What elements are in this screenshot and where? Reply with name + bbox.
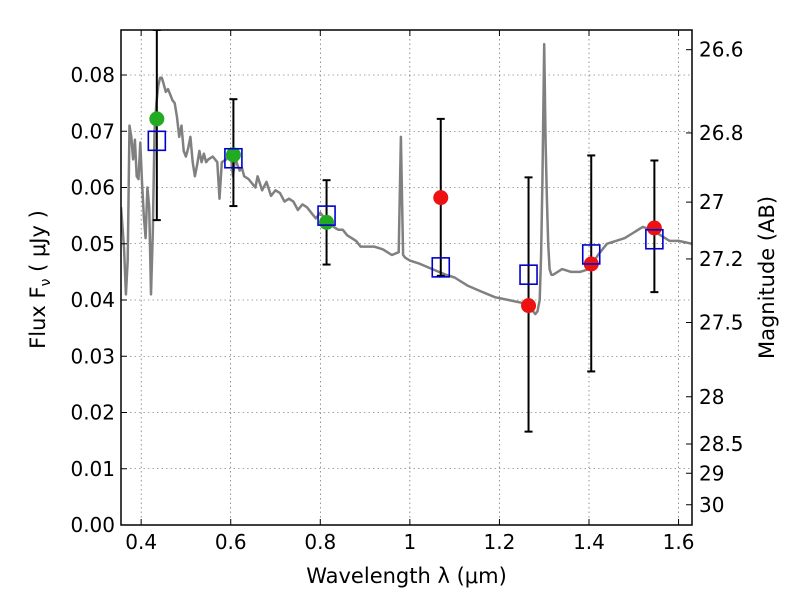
x-tick-label: 1 — [403, 530, 416, 554]
observed-point-4 — [521, 298, 537, 314]
y-tick-label: 0.00 — [70, 513, 115, 537]
model-square-3 — [431, 257, 451, 278]
y-axis-label-unit: ( μJy ) — [26, 210, 50, 278]
y-axis-label-sub: ν — [38, 278, 54, 286]
y-tick-label: 0.07 — [70, 119, 115, 143]
plot-clip-group — [121, 30, 692, 433]
y-tick-label: 0.02 — [70, 401, 115, 425]
right-tick-label: 27 — [699, 190, 724, 214]
model-square-5 — [581, 244, 601, 265]
right-tick-label: 28 — [699, 385, 724, 409]
observed-point-1 — [225, 147, 241, 163]
right-tick-label: 26.8 — [699, 121, 744, 145]
x-tick-label: 0.8 — [304, 530, 336, 554]
y-axis-label: Flux Fν ( μJy ) — [26, 210, 54, 349]
grid — [121, 30, 692, 526]
x-tick-label: 1.4 — [573, 530, 605, 554]
axis-ticks — [121, 30, 692, 526]
observed-point-6 — [646, 220, 662, 236]
y-tick-label: 0.05 — [70, 232, 115, 256]
model-square-6 — [645, 228, 664, 250]
right-tick-label: 26.6 — [699, 38, 744, 62]
right-tick-label: 29 — [699, 461, 724, 485]
y-tick-label: 0.03 — [70, 344, 115, 368]
y-tick-label: 0.01 — [70, 457, 115, 481]
model-sed-line — [121, 42, 692, 316]
x-tick-label: 0.6 — [215, 530, 247, 554]
x-tick-label: 1.2 — [484, 530, 516, 554]
observed-point-0 — [149, 111, 165, 127]
axis-labels: 0.4 0.6 0.8 1 1.2 1.4 1.6 0.00 0.01 0.02 0.03 0.04 0… — [26, 38, 779, 588]
model-square-1 — [224, 147, 243, 169]
right-tick-label: 28.5 — [699, 432, 744, 456]
plot-frame — [120, 29, 693, 526]
model-square-0 — [147, 130, 167, 152]
model-square-2 — [317, 205, 336, 226]
right-axis-label: Magnitude (AB) — [755, 196, 779, 359]
y-axis-label-main: Flux F — [26, 286, 50, 348]
y-tick-label: 0.06 — [70, 176, 115, 200]
observed-point-3 — [433, 190, 449, 206]
plot-area — [121, 30, 692, 433]
x-tick-label: 1.6 — [663, 530, 695, 554]
observed-point-2 — [319, 214, 335, 230]
right-tick-label: 27.2 — [699, 247, 744, 271]
y-tick-label: 0.04 — [70, 288, 115, 312]
right-tick-label: 27.5 — [699, 311, 744, 335]
right-tick-label: 30 — [699, 493, 724, 517]
x-tick-label: 0.4 — [125, 530, 157, 554]
y-tick-label: 0.08 — [70, 63, 115, 87]
x-axis-label: Wavelength λ (μm) — [306, 564, 507, 588]
model-square-4 — [519, 264, 538, 285]
